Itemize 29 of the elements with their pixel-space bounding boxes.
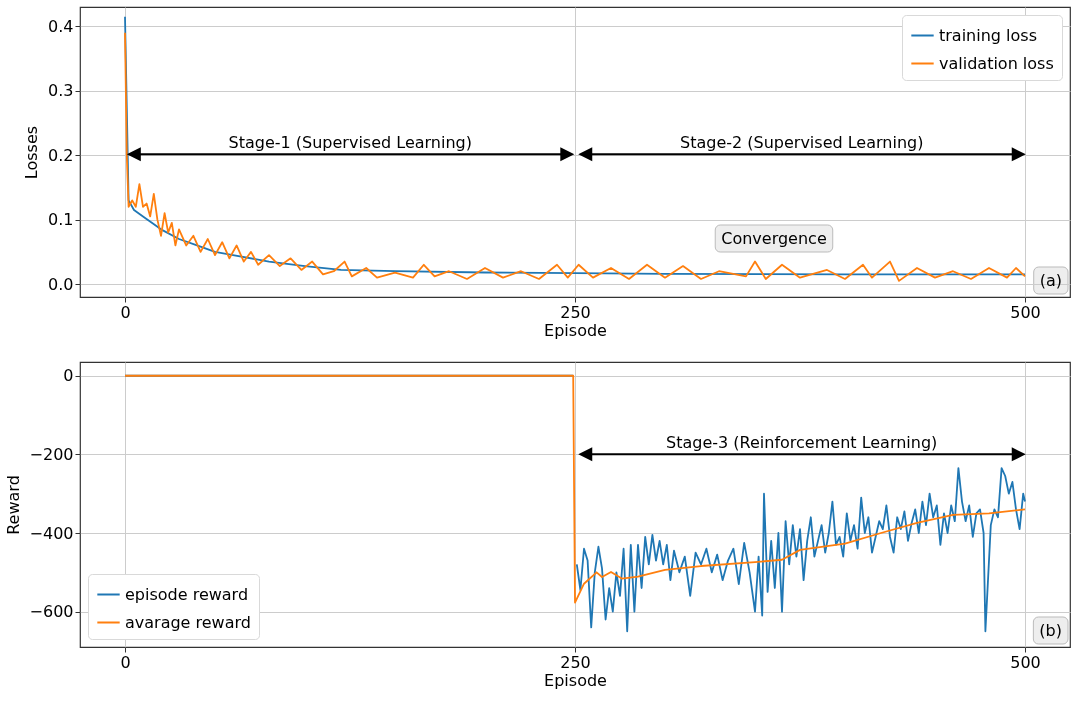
y-axis-title: Losses	[22, 125, 42, 180]
annotation: (a)	[1039, 271, 1062, 290]
x-tick-label: 250	[560, 302, 591, 322]
legend-label: episode reward	[125, 584, 249, 604]
annotation: (b)	[1039, 621, 1062, 640]
x-axis-title: Episode	[544, 670, 607, 690]
y-tick-label: 0.4	[48, 16, 74, 36]
x-axis-title: Episode	[544, 320, 607, 340]
legend-label: avarage reward	[125, 612, 251, 632]
y-tick-label: −600	[29, 602, 74, 622]
x-tick-label: 0	[120, 302, 131, 322]
x-tick-label: 250	[560, 652, 591, 672]
y-axis-title: Reward	[3, 475, 23, 535]
y-tick-label: −200	[29, 444, 74, 464]
annotation: Stage-1 (Supervised Learning)	[228, 133, 472, 153]
x-tick-label: 500	[1010, 652, 1041, 672]
annotation: Convergence	[721, 229, 827, 248]
y-tick-label: 0	[63, 366, 74, 386]
y-tick-label: 0.2	[48, 145, 74, 165]
y-tick-label: −400	[29, 523, 74, 543]
annotation: Stage-2 (Supervised Learning)	[679, 133, 924, 153]
y-tick-label: 0.3	[48, 81, 74, 101]
x-tick-label: 0	[120, 652, 131, 672]
y-tick-label: 0.1	[48, 210, 74, 230]
annotation: Stage-3 (Reinforcement Learning)	[666, 433, 938, 453]
y-tick-label: 0.0	[48, 274, 74, 294]
x-tick-label: 500	[1010, 302, 1041, 322]
legend-label: training loss	[939, 25, 1037, 45]
legend-label: validation loss	[939, 53, 1054, 73]
